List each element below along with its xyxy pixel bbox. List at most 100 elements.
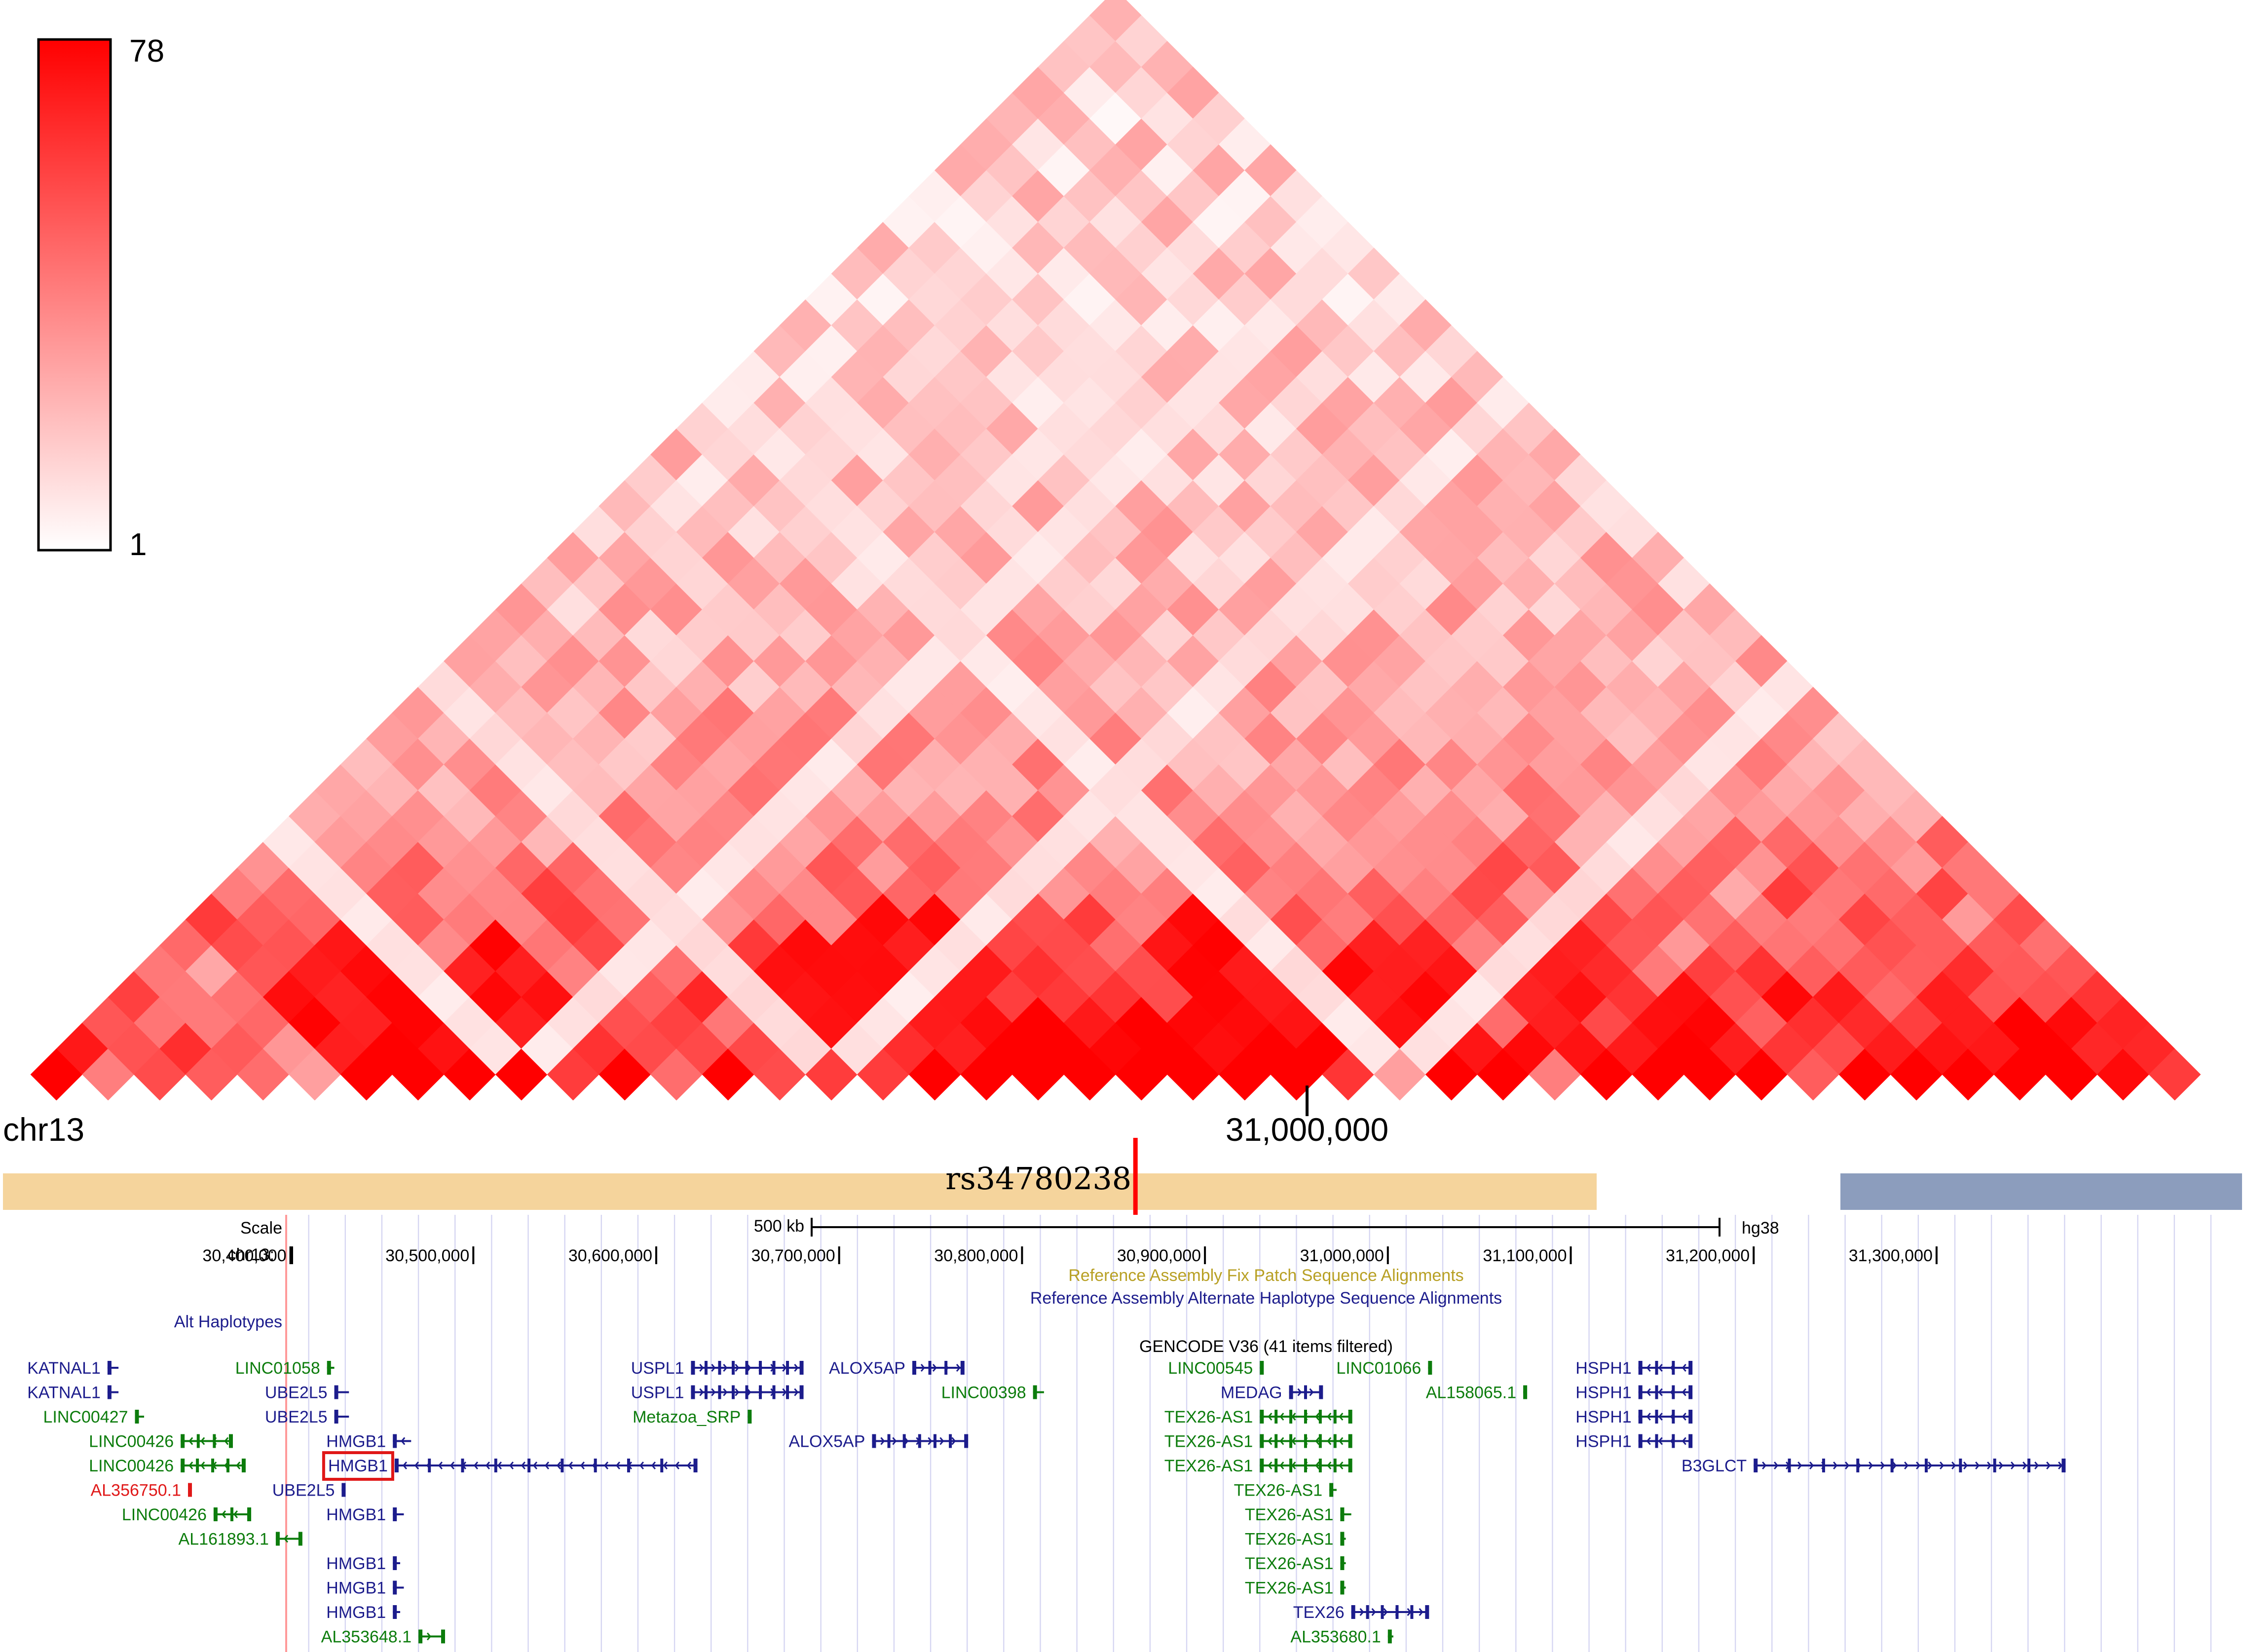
gene-exon [933, 1434, 936, 1448]
gene-strand-arrow [1940, 1462, 1945, 1469]
gene-strand-arrow [627, 1462, 633, 1469]
gene-feature[interactable]: UBE2L5 [265, 1408, 349, 1427]
gene-feature[interactable]: LINC01066 [1336, 1359, 1432, 1378]
gene-feature[interactable]: HMGB1 [326, 1505, 404, 1524]
gene-feature[interactable]: HSPH1 [1575, 1384, 1693, 1402]
gene-feature[interactable]: TEX26-AS1 [1245, 1530, 1346, 1549]
gene-feature[interactable]: TEX26-AS1 [1245, 1505, 1351, 1524]
gene-strand-arrow [1797, 1462, 1802, 1469]
genome-browser: Scale 500 kb hg38 chr13: 30,400,000 30,50… [27, 1215, 2212, 1652]
gene-feature[interactable]: AL353680.1 [1290, 1628, 1393, 1647]
gene-feature[interactable]: LINC00398 [941, 1384, 1044, 1402]
gene-strand-arrow [414, 1462, 419, 1469]
gene-feature[interactable]: MEDAG [1221, 1384, 1323, 1402]
alt-haplotype-track-label: Reference Assembly Alternate Haplotype S… [1030, 1289, 1502, 1308]
gene-feature[interactable]: HSPH1 [1575, 1408, 1693, 1427]
gene-label: LINC00398 [941, 1384, 1026, 1402]
gene-feature[interactable]: AL158065.1 [1426, 1384, 1528, 1402]
gene-feature[interactable]: LINC00426 [122, 1505, 252, 1524]
gene-strand-arrow [1303, 1462, 1308, 1469]
gene-feature[interactable]: HSPH1 [1575, 1359, 1693, 1378]
gene-feature[interactable]: KATNAL1 [27, 1384, 119, 1402]
gene-strand-arrow [1419, 1608, 1423, 1616]
gene-exon [594, 1459, 597, 1472]
gene-feature[interactable]: USPL1 [631, 1359, 804, 1378]
gene-feature[interactable]: HMGB1 [326, 1554, 401, 1573]
gene-feature[interactable]: TEX26-AS1 [1164, 1432, 1352, 1451]
gene-feature[interactable]: HMGB1 [322, 1451, 698, 1481]
gene-feature[interactable]: TEX26-AS1 [1245, 1554, 1346, 1573]
gene-exon [135, 1410, 139, 1424]
gene-exon [912, 1361, 916, 1375]
ruler-tick-label: 31,300,000 [1849, 1246, 1933, 1265]
gene-exon [1672, 1361, 1675, 1375]
gene-feature[interactable]: USPL1 [631, 1384, 804, 1402]
gene-track: KATNAL1 KATNAL1 LINC00427 LINC00426 LINC0042… [27, 1359, 2066, 1647]
gene-exon [928, 1361, 932, 1375]
gene-exon [1340, 1556, 1345, 1570]
gene-strand-arrow [473, 1462, 479, 1469]
ruler-tick-label: 30,800,000 [934, 1246, 1018, 1265]
gene-feature[interactable]: HMGB1 [326, 1603, 401, 1622]
gene-feature[interactable]: AL356750.1 [91, 1481, 192, 1500]
gene-exon [247, 1507, 252, 1521]
gene-exon [1638, 1361, 1643, 1375]
gene-exon [1754, 1459, 1758, 1472]
gene-feature[interactable]: LINC00545 [1168, 1359, 1264, 1378]
gene-exon [718, 1361, 721, 1375]
gene-exon [964, 1434, 969, 1448]
gene-exon [1304, 1434, 1307, 1448]
gene-feature[interactable]: LINC00426 [89, 1432, 233, 1451]
gene-strand-arrow [1268, 1413, 1272, 1421]
gene-exon [704, 1361, 708, 1375]
alt-haplotypes-label: Alt Haplotypes [174, 1313, 282, 1331]
gene-exon [196, 1434, 200, 1448]
ruler-tick-label: 30,600,000 [568, 1246, 652, 1265]
gene-exon [1856, 1459, 1860, 1472]
gene-strand-arrow [1670, 1413, 1675, 1421]
gene-feature[interactable]: LINC01058 [235, 1359, 335, 1378]
gene-exon [799, 1361, 804, 1375]
gene-feature[interactable]: Metazoa_SRP [633, 1408, 752, 1427]
gene-exon [230, 1507, 233, 1521]
gene-exon [1274, 1459, 1278, 1472]
gene-strand-arrow [939, 1437, 944, 1445]
gene-feature[interactable]: TEX26-AS1 [1234, 1481, 1337, 1500]
gene-feature[interactable]: ALOX5AP [788, 1432, 969, 1451]
gene-feature[interactable]: UBE2L5 [265, 1384, 349, 1402]
gene-feature[interactable]: UBE2L5 [272, 1481, 346, 1500]
gene-feature[interactable]: TEX26-AS1 [1164, 1408, 1352, 1427]
gene-strand-arrow [556, 1462, 561, 1469]
gene-feature[interactable]: HSPH1 [1575, 1432, 1693, 1451]
gene-feature[interactable]: TEX26-AS1 [1164, 1457, 1352, 1475]
gene-strand-arrow [426, 1632, 432, 1641]
gene-label: LINC00426 [89, 1457, 174, 1475]
gene-feature[interactable]: AL353648.1 [321, 1628, 445, 1647]
gene-strand-arrow [1670, 1388, 1675, 1396]
gene-exon [393, 1556, 397, 1570]
snp-label: rs34780238 [945, 1161, 1131, 1197]
gene-label: KATNAL1 [27, 1359, 101, 1378]
gene-feature[interactable]: HMGB1 [326, 1432, 412, 1451]
gene-exon [418, 1629, 423, 1644]
gene-feature[interactable]: ALOX5AP [829, 1359, 965, 1378]
gene-strand-arrow [1821, 1462, 1826, 1469]
gene-feature[interactable]: AL161893.1 [179, 1530, 302, 1549]
gene-strand-arrow [580, 1462, 585, 1469]
gene-exon [1924, 1459, 1928, 1472]
gene-label: B3GLCT [1682, 1457, 1747, 1475]
gene-feature[interactable]: LINC00426 [89, 1457, 246, 1475]
gene-feature[interactable]: HMGB1 [326, 1579, 404, 1598]
gene-exon [1425, 1605, 1429, 1619]
gene-feature[interactable]: KATNAL1 [27, 1359, 119, 1378]
gene-strand-arrow [944, 1364, 949, 1372]
gene-exon [226, 1459, 229, 1472]
gene-exon [1304, 1410, 1307, 1424]
gene-exon [1333, 1434, 1337, 1448]
gene-feature[interactable]: TEX26 [1293, 1603, 1429, 1622]
gene-feature[interactable]: B3GLCT [1682, 1457, 2066, 1475]
gene-strand-arrow [224, 1462, 229, 1469]
gene-feature[interactable]: LINC00427 [43, 1408, 145, 1427]
gene-strand-arrow [747, 1364, 751, 1372]
gene-feature[interactable]: TEX26-AS1 [1245, 1579, 1346, 1598]
